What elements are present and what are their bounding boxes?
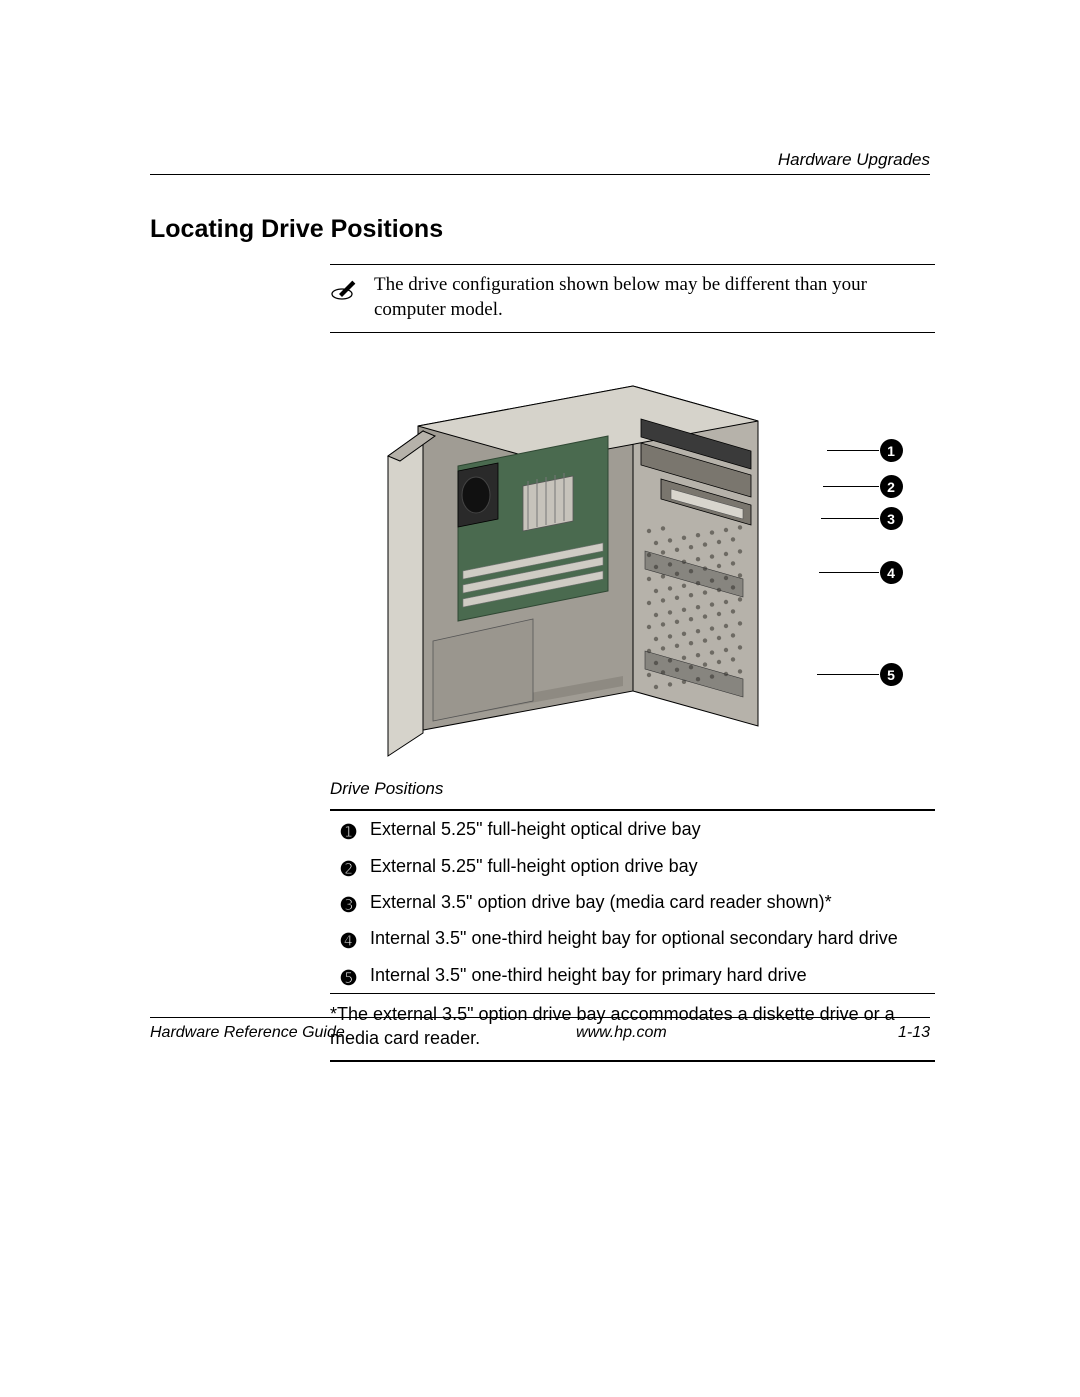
table-row: ➊ External 5.25" full-height optical driv… bbox=[330, 811, 935, 847]
table-row: ➋ External 5.25" full-height option drive… bbox=[330, 848, 935, 884]
note-rule-bottom bbox=[330, 332, 935, 333]
figure-wrap: 1 2 3 4 5 Drive Positions ➊ External 5.25" fu… bbox=[330, 361, 935, 1062]
callout: 5 bbox=[811, 663, 903, 687]
figure-caption: Drive Positions bbox=[330, 779, 935, 799]
tower-illustration bbox=[363, 361, 843, 761]
table-row-num: ➊ bbox=[330, 817, 370, 841]
callout-line bbox=[827, 450, 879, 451]
page-footer: Hardware Reference Guide www.hp.com 1-13 bbox=[150, 1017, 930, 1042]
callout-num-badge: ➍ bbox=[341, 929, 359, 947]
table-row: ➌ External 3.5" option drive bay (media c… bbox=[330, 884, 935, 920]
callout: 3 bbox=[815, 507, 903, 531]
table-row: ➎ Internal 3.5" one-third height bay for … bbox=[330, 957, 935, 993]
callout-badge: 3 bbox=[880, 507, 903, 530]
callout-num-badge: ➋ bbox=[341, 857, 359, 875]
callout-num-badge: ➊ bbox=[341, 820, 359, 838]
table-row: ➍ Internal 3.5" one-third height bay for … bbox=[330, 920, 935, 956]
callout-line bbox=[819, 572, 879, 573]
table-row-text: Internal 3.5" one-third height bay for p… bbox=[370, 963, 935, 987]
table-row-text: Internal 3.5" one-third height bay for o… bbox=[370, 926, 935, 950]
table-row-num: ➍ bbox=[330, 926, 370, 950]
note-icon bbox=[330, 275, 358, 306]
callout-badge: 5 bbox=[880, 663, 903, 686]
callout-line bbox=[817, 674, 879, 675]
callout-num-badge: ➎ bbox=[341, 966, 359, 984]
callout: 4 bbox=[813, 561, 903, 585]
table-row-text: External 5.25" full-height optical drive… bbox=[370, 817, 935, 841]
footer-rule bbox=[150, 1017, 930, 1018]
table-row-text: External 3.5" option drive bay (media ca… bbox=[370, 890, 935, 914]
note-text: The drive configuration shown below may … bbox=[374, 273, 935, 322]
page-content: Hardware Upgrades Locating Drive Positio… bbox=[150, 150, 930, 1062]
table-row-num: ➋ bbox=[330, 854, 370, 878]
section-title: Locating Drive Positions bbox=[150, 215, 930, 244]
table-row-text: External 5.25" full-height option drive … bbox=[370, 854, 935, 878]
callout-line bbox=[823, 486, 879, 487]
header-rule bbox=[150, 174, 930, 175]
callout-badge: 1 bbox=[880, 439, 903, 462]
callout: 2 bbox=[817, 475, 903, 499]
breadcrumb: Hardware Upgrades bbox=[150, 150, 930, 170]
footer-right: 1-13 bbox=[898, 1024, 930, 1042]
callout-line bbox=[821, 518, 879, 519]
note-block: The drive configuration shown below may … bbox=[330, 264, 935, 333]
callout-num-badge: ➌ bbox=[341, 893, 359, 911]
table-row-num: ➌ bbox=[330, 890, 370, 914]
footer-left: Hardware Reference Guide bbox=[150, 1024, 345, 1042]
callout: 1 bbox=[821, 439, 903, 463]
callout-badge: 2 bbox=[880, 475, 903, 498]
footer-center: www.hp.com bbox=[576, 1024, 667, 1042]
figure: 1 2 3 4 5 bbox=[363, 361, 903, 761]
table-row-num: ➎ bbox=[330, 963, 370, 987]
callout-badge: 4 bbox=[880, 561, 903, 584]
